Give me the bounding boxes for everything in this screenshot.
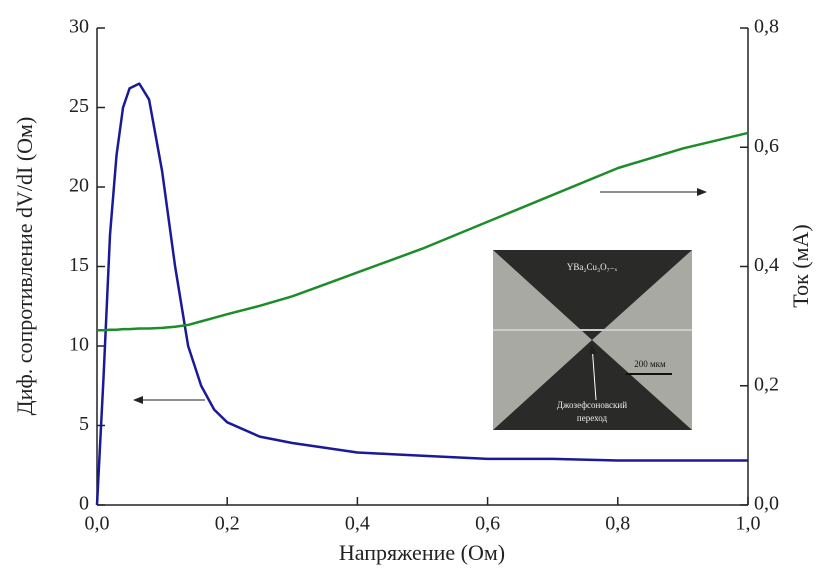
x-tick-label: 0,4: [345, 513, 370, 535]
y2-axis-label: Ток (мА): [788, 224, 813, 307]
x-tick-label: 0,0: [85, 513, 110, 535]
y-tick-label: 15: [69, 254, 89, 276]
data-line: [95, 82, 748, 506]
y-axis-label: Диф. сопротивление dV/dI (Ом): [12, 117, 37, 416]
y2-tick-label: 0,0: [754, 493, 779, 515]
y2-tick-label: 0,2: [754, 373, 779, 395]
y2-tick-label: 0,4: [754, 254, 779, 276]
x-tick-label: 0,6: [475, 513, 500, 535]
data-line: [97, 131, 749, 332]
y-tick-label: 10: [69, 334, 89, 356]
y-tick-label: 20: [69, 175, 89, 197]
y-tick-label: 0: [79, 493, 89, 515]
x-axis-label: Напряжение (Ом): [339, 540, 505, 565]
x-tick-label: 1,0: [736, 513, 761, 535]
inset-label: переход: [577, 413, 608, 423]
y2-tick-label: 0,6: [754, 135, 779, 157]
x-tick-label: 0,2: [215, 513, 240, 535]
y-tick-label: 30: [69, 16, 89, 38]
inset-label: YBa₂Cu₃O₇₋ₓ: [567, 262, 618, 272]
y-tick-label: 25: [69, 95, 89, 117]
scale-label: 200 мкм: [634, 359, 666, 369]
x-tick-label: 0,8: [605, 513, 630, 535]
inset-label: Джозефсоновский: [557, 400, 627, 410]
y-tick-label: 5: [79, 413, 89, 435]
inset-photo: YBa₂Cu₃O₇₋ₓ 200 мкм Джозефсоновский пере…: [493, 250, 692, 430]
y2-tick-label: 0,8: [754, 16, 779, 38]
